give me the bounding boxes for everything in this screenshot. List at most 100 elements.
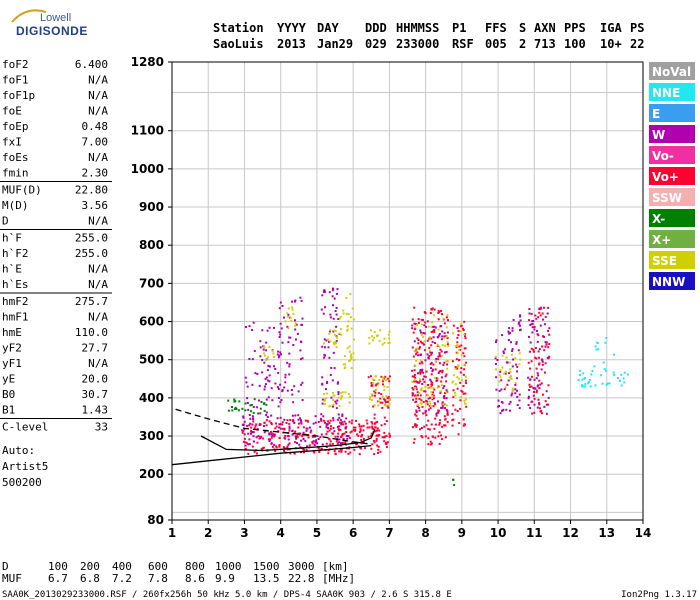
echo-point [284, 376, 287, 379]
echo-point [430, 423, 433, 426]
echo-point [263, 361, 266, 364]
echo-point [411, 346, 414, 349]
echo-point [359, 428, 362, 431]
echo-point [352, 352, 355, 355]
echo-point [544, 371, 546, 374]
echo-point [350, 422, 353, 425]
echo-point [464, 335, 466, 338]
echo-point [460, 389, 463, 392]
echo-point [380, 375, 383, 378]
param-value: 20.0 [82, 373, 109, 386]
echo-point [294, 430, 297, 433]
echo-point [505, 408, 508, 411]
echo-point [323, 338, 326, 341]
param-name: C-level [2, 421, 48, 434]
header-value: 100 [564, 37, 586, 51]
echo-point [262, 437, 265, 440]
param-value: 1.43 [82, 404, 109, 417]
echo-point [344, 450, 347, 453]
echo-point [298, 443, 301, 446]
echo-point [338, 416, 341, 419]
echo-point [543, 349, 546, 352]
x-tick-label: 5 [313, 526, 321, 540]
echo-point [283, 449, 285, 452]
echo-point [446, 340, 449, 343]
echo-point [604, 341, 607, 344]
echo-point [347, 320, 350, 323]
echo-point [411, 318, 414, 321]
solid-profile-curve [171, 444, 372, 466]
echo-point [452, 324, 455, 327]
echo-point [246, 424, 249, 427]
echo-point [545, 403, 548, 406]
echo-point [519, 315, 522, 318]
echo-point [383, 404, 386, 407]
echo-point [323, 291, 325, 293]
echo-point [531, 400, 534, 403]
echo-point [292, 401, 295, 404]
echo-point [370, 421, 373, 423]
echo-point [292, 312, 295, 315]
x-tick-label: 6 [349, 526, 357, 540]
echo-point [297, 426, 300, 429]
echo-point [346, 328, 349, 331]
echo-point [243, 437, 246, 440]
param-name: foE [2, 105, 22, 118]
echo-point [602, 361, 605, 364]
echo-point [264, 354, 266, 357]
echo-point [329, 427, 332, 430]
echo-point [251, 358, 254, 361]
echo-cluster [277, 296, 304, 404]
echo-point [529, 407, 532, 409]
legend-swatch [649, 188, 695, 206]
echo-point [349, 316, 352, 319]
echo-point [373, 422, 376, 425]
echo-point [495, 368, 497, 371]
echo-point [345, 425, 348, 428]
echo-point [420, 331, 422, 334]
y-tick-label: 700 [139, 276, 164, 290]
echo-point [325, 424, 328, 427]
legend-label: NoVal [652, 65, 691, 79]
header-value: SaoLuis [213, 37, 264, 51]
autoscale-line: Auto: [2, 444, 35, 457]
echo-point [534, 314, 537, 317]
echo-point [335, 346, 338, 349]
echo-point [427, 437, 430, 440]
echo-point [426, 353, 429, 356]
echo-point [357, 434, 360, 437]
echo-point [418, 347, 421, 350]
echo-cluster [241, 419, 391, 456]
echo-point [305, 429, 308, 432]
echo-point [326, 430, 329, 433]
echo-point [461, 390, 464, 393]
echo-point [377, 434, 380, 437]
param-name: hmE [2, 326, 22, 339]
echo-point [277, 356, 280, 359]
echo-point [382, 383, 384, 386]
muf-distance-value: 1500 [253, 560, 280, 573]
echo-point [533, 328, 536, 331]
echo-point [415, 388, 418, 391]
echo-point [412, 441, 415, 444]
echo-point [511, 365, 514, 368]
echo-point [254, 372, 257, 375]
param-name: h`F2 [2, 247, 29, 260]
echo-point [440, 380, 443, 383]
echo-point [438, 352, 441, 355]
echo-cluster [527, 306, 551, 415]
echo-point [423, 380, 426, 383]
echo-point [414, 364, 417, 367]
echo-point [436, 386, 439, 389]
echo-point [385, 446, 388, 449]
echo-point [344, 363, 346, 366]
echo-point [259, 355, 262, 358]
echo-point [440, 406, 443, 409]
echo-point [456, 327, 459, 330]
echo-point [364, 447, 367, 450]
echo-point [248, 358, 251, 360]
param-value: N/A [88, 215, 108, 228]
echo-point [414, 413, 417, 416]
echo-point [322, 393, 325, 396]
echo-point [287, 327, 290, 330]
